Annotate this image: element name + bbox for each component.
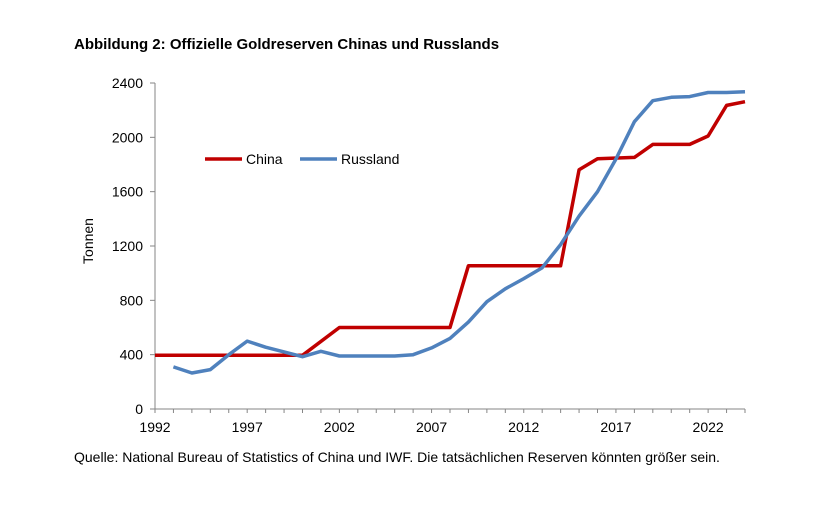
line-chart: 0 400 800 1200 1600 2000 2400 Tonnen 1992 1997 2…	[80, 75, 746, 435]
x-tick-label: 2022	[693, 419, 724, 435]
source-note: Quelle: National Bureau of Statistics of…	[74, 449, 720, 465]
legend-label-china: China	[246, 151, 283, 167]
y-tick-label: 1200	[112, 238, 143, 254]
x-tick-label: 2017	[600, 419, 631, 435]
x-tick-label: 2007	[416, 419, 447, 435]
x-tick-label: 2002	[324, 419, 355, 435]
y-tick-label: 1600	[112, 184, 143, 200]
series-line-china	[155, 99, 746, 358]
legend-label-russland: Russland	[341, 151, 399, 167]
y-tick-label: 0	[135, 401, 143, 417]
y-axis-label: Tonnen	[80, 218, 96, 264]
legend: China Russland	[205, 151, 399, 167]
x-tick-label: 1992	[139, 419, 170, 435]
chart-title: Abbildung 2: Offizielle Goldreserven Chi…	[74, 36, 500, 53]
series-group	[155, 90, 746, 375]
x-tick-label: 1997	[232, 419, 263, 435]
x-tick-label: 2012	[508, 419, 539, 435]
y-tick-label: 400	[120, 347, 144, 363]
y-axis: 0 400 800 1200 1600 2000 2400 Tonnen	[80, 75, 156, 417]
y-tick-label: 2400	[112, 75, 143, 91]
y-tick-label: 800	[120, 292, 144, 308]
y-tick-label: 2000	[112, 129, 143, 145]
series-line-russland	[172, 90, 746, 375]
x-axis: 1992 1997 2002 2007 2012 2017 2022	[139, 408, 746, 435]
